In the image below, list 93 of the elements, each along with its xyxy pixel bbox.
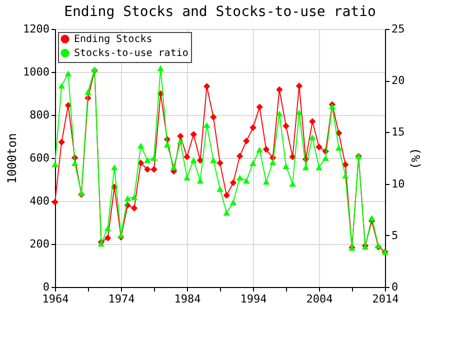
point [262, 178, 270, 185]
point [223, 192, 230, 199]
point [150, 166, 158, 173]
point [71, 160, 78, 166]
point [164, 142, 171, 148]
point [203, 122, 210, 128]
point [150, 155, 158, 161]
x-tick-label: 1974 [108, 292, 136, 306]
y2-tick-label: 20 [392, 74, 405, 88]
point [282, 163, 290, 170]
y2-tick-label: 10 [392, 177, 405, 190]
point [170, 164, 178, 170]
point [309, 134, 316, 140]
chart-title: Ending Stocks and Stocks-to-use ratio [64, 4, 376, 20]
y-tick-label: 600 [30, 152, 50, 164]
point [177, 132, 184, 140]
point [144, 166, 151, 173]
x-tick-label: 1964 [42, 292, 70, 306]
y2-tick-label: 0 [392, 280, 398, 294]
point [256, 146, 263, 153]
point [196, 178, 204, 184]
point [282, 122, 290, 130]
point [84, 89, 92, 95]
point [52, 198, 58, 206]
point [236, 174, 244, 181]
point [296, 82, 303, 90]
point [368, 214, 376, 221]
point [276, 86, 283, 93]
legend-label: Ending Stocks [74, 34, 152, 45]
x-tick-label: 1984 [174, 292, 202, 306]
point [104, 234, 112, 242]
y2-axis-title: (%) [408, 148, 423, 170]
point [342, 161, 349, 168]
point [236, 152, 244, 160]
point [111, 164, 118, 170]
point [216, 186, 224, 192]
point [243, 178, 250, 184]
point [64, 70, 72, 76]
point [130, 194, 138, 200]
point [250, 124, 256, 132]
point [210, 157, 217, 163]
point [177, 138, 184, 144]
point [190, 157, 197, 163]
y2-tick-label: 15 [392, 126, 405, 139]
point [342, 172, 349, 178]
point [223, 210, 230, 216]
point [144, 157, 151, 163]
point [289, 180, 296, 187]
point [309, 118, 316, 125]
point [184, 174, 190, 181]
y-tick-label: 0 [42, 280, 50, 294]
legend-label: Stocks-to-use ratio [74, 48, 188, 59]
point [104, 225, 112, 232]
x-tick-label: 2004 [306, 292, 334, 306]
point [335, 144, 342, 151]
point [203, 83, 210, 90]
point [256, 104, 263, 110]
y2-tick-label: 25 [392, 22, 405, 36]
x-tick-label: 2014 [372, 292, 400, 306]
point [243, 138, 250, 144]
point [316, 164, 322, 170]
point [130, 204, 138, 212]
y-tick-label: 200 [30, 238, 50, 250]
y2-tick-label: 5 [392, 228, 398, 242]
point [52, 161, 58, 168]
point [190, 130, 197, 138]
point [302, 164, 310, 170]
point [269, 159, 276, 166]
point [322, 155, 329, 161]
point [124, 195, 131, 202]
point [196, 157, 204, 164]
y-axis-title: 1000ton [5, 133, 20, 184]
point [230, 179, 237, 186]
point [262, 146, 270, 153]
y-tick-label: 1000 [23, 66, 50, 78]
x-tick-label: 1994 [240, 292, 268, 306]
point [250, 160, 256, 166]
point [289, 154, 296, 160]
point [58, 138, 65, 146]
point [316, 144, 322, 150]
y-tick-label: 1200 [23, 22, 50, 36]
point [335, 130, 342, 136]
point [184, 154, 190, 160]
point [58, 82, 65, 89]
point [230, 199, 237, 206]
point [210, 114, 217, 121]
point [157, 65, 164, 72]
point [276, 110, 283, 117]
point [137, 142, 144, 149]
y-tick-label: 400 [30, 194, 50, 208]
point [296, 110, 303, 116]
point [216, 160, 224, 166]
y-tick-label: 800 [30, 108, 50, 122]
